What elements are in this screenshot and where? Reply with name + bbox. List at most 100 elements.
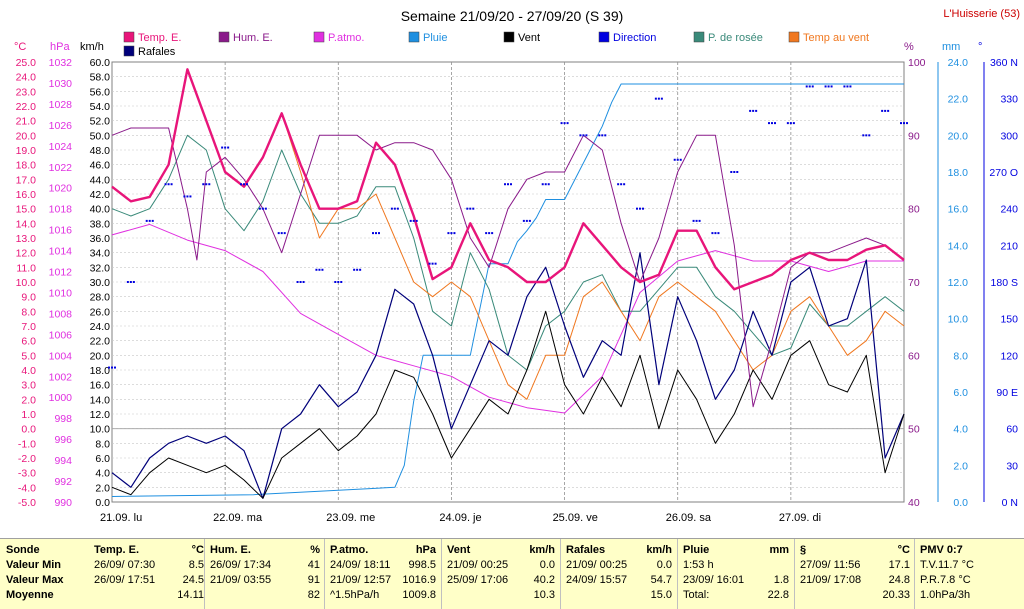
direction-point	[525, 219, 528, 222]
pressure-tick-label: 1024	[49, 141, 73, 153]
temp-tick-label: 2.0	[21, 394, 36, 406]
rain-tick-label: 12.0	[948, 277, 969, 289]
direction-point	[717, 232, 720, 235]
speed-tick-label: 2.0	[95, 482, 110, 494]
temp-tick-label: 6.0	[21, 336, 36, 348]
humidity-tick-label: 100	[908, 57, 926, 69]
stats-cell-row: 24/09/ 15:57 54.7	[566, 573, 672, 588]
direction-point	[805, 85, 808, 88]
stats-cell-value: 20.33	[882, 589, 910, 601]
temp-tick-label: 5.0	[21, 350, 36, 362]
stats-column: Hum. E.% 26/09/ 17:34 41 21/09/ 03:55 91 82	[210, 543, 320, 603]
direction-point	[808, 85, 811, 88]
stats-column: § °C 27/09/ 11:56 17.1 21/09/ 17:08 24.8 20.33	[800, 543, 910, 603]
direction-point	[736, 171, 739, 173]
direction-point	[378, 232, 380, 235]
temp-tick-label: 19.0	[16, 145, 37, 157]
rain-tick-label: 2.0	[953, 460, 968, 472]
stats-cell-value: 17.1	[888, 559, 910, 571]
stats-cell-value: 24.5	[182, 574, 204, 586]
temp-tick-label: -1.0	[18, 438, 36, 450]
speed-tick-label: 6.0	[95, 453, 110, 465]
stats-row-label: Sonde	[6, 544, 40, 556]
temp-tick-label: -5.0	[18, 497, 36, 509]
rain-tick-label: 22.0	[948, 94, 969, 106]
direction-point	[302, 281, 305, 283]
stats-row-label: Valeur Min	[6, 559, 62, 571]
x-tick-label: 25.09. ve	[553, 512, 598, 524]
stats-column-unit: mm	[769, 544, 789, 556]
direction-point	[673, 158, 676, 161]
humidity-tick-label: 70	[908, 277, 920, 289]
stats-cell-value: 22.8	[767, 589, 789, 601]
stats-cell-row: 10.3	[447, 588, 555, 603]
direction-point	[510, 183, 512, 186]
temp-tick-label: 4.0	[21, 365, 36, 377]
speed-tick-label: 44.0	[90, 174, 111, 186]
stats-cell-row: 82	[210, 588, 320, 603]
chart-title: Semaine 21/09/20 - 27/09/20 (S 39)	[401, 8, 624, 24]
direction-point	[849, 85, 852, 88]
temp-tick-label: 9.0	[21, 292, 36, 304]
direction-point	[771, 122, 773, 125]
direction-point	[372, 232, 374, 235]
temp-tick-label: 17.0	[16, 174, 37, 186]
stats-cell-label: 27/09/ 11:56	[800, 559, 861, 571]
direction-point	[730, 171, 733, 173]
direction-point	[811, 85, 814, 88]
direction-point	[466, 207, 469, 210]
legend-label: Rafales	[138, 46, 176, 58]
stats-cell-label: 21/09/ 12:57	[330, 574, 392, 586]
legend-label: P.atmo.	[328, 32, 365, 44]
stats-column-unit: °C	[191, 544, 204, 556]
direction-point	[623, 183, 626, 186]
stats-cell-row: 1.0hPa/3h	[920, 588, 1020, 603]
weather-chart: -5.0 -4.0 -3.0 -2.0 -1.0 0.0 1.0 2.0 3.0 4.0 5.0 6.…	[14, 8, 1020, 524]
speed-tick-label: 42.0	[90, 189, 111, 201]
direction-point	[396, 207, 399, 210]
legend-label: Pluie	[423, 32, 447, 44]
speed-tick-label: 58.0	[90, 72, 111, 84]
x-tick-label: 23.09. me	[326, 512, 375, 524]
rain-tick-label: 24.0	[948, 57, 969, 69]
pressure-tick-label: 1020	[49, 183, 73, 195]
pressure-tick-label: 1008	[49, 308, 73, 320]
direction-point	[560, 122, 563, 125]
direction-tick-label: 180 S	[991, 277, 1018, 289]
direction-point	[862, 134, 865, 137]
humidity-tick-label: 50	[908, 424, 920, 436]
legend-swatch	[598, 31, 610, 43]
speed-tick-label: 26.0	[90, 306, 111, 318]
legend-swatch	[408, 31, 420, 43]
direction-point	[824, 85, 827, 88]
stats-column-title: Rafales	[566, 544, 606, 556]
stats-cell-row: P.R.7.8 °C	[920, 573, 1020, 588]
stats-cell-row: 21/09/ 00:25 0.0	[566, 558, 672, 573]
temp-tick-label: -4.0	[18, 482, 36, 494]
stats-cell-label: 1:53 h	[683, 559, 714, 571]
rain-tick-label: 20.0	[948, 130, 969, 142]
stats-cell-label: 23/09/ 16:01	[683, 574, 745, 586]
series-line-hum-e-	[111, 127, 905, 408]
direction-point	[582, 134, 585, 137]
direction-tick-label: 90 E	[996, 387, 1018, 399]
direction-point	[356, 268, 359, 271]
pressure-tick-label: 996	[54, 434, 72, 446]
direction-point	[469, 207, 472, 210]
temp-tick-label: 8.0	[21, 306, 36, 318]
pressure-tick-label: 1018	[49, 204, 73, 216]
stats-column: P.atmo. hPa 24/09/ 18:11 998.5 21/09/ 12:57 1…	[330, 543, 436, 603]
stats-cell-label: 21/09/ 00:25	[447, 559, 509, 571]
speed-tick-label: 48.0	[90, 145, 111, 157]
stats-cell-row: 1:53 h	[683, 558, 789, 573]
direction-point	[865, 134, 868, 137]
direction-point	[679, 158, 682, 161]
stats-cell-row: 21/09/ 00:25 0.0	[447, 558, 555, 573]
stats-cell-value: 10.3	[533, 589, 555, 601]
speed-tick-label: 40.0	[90, 204, 111, 216]
direction-point	[129, 281, 132, 283]
stats-column-header: Vent km/h	[447, 543, 555, 558]
pressure-tick-label: 1026	[49, 120, 73, 132]
temp-unit-label: °C	[14, 41, 26, 53]
stats-column-header: Hum. E.%	[210, 543, 320, 558]
